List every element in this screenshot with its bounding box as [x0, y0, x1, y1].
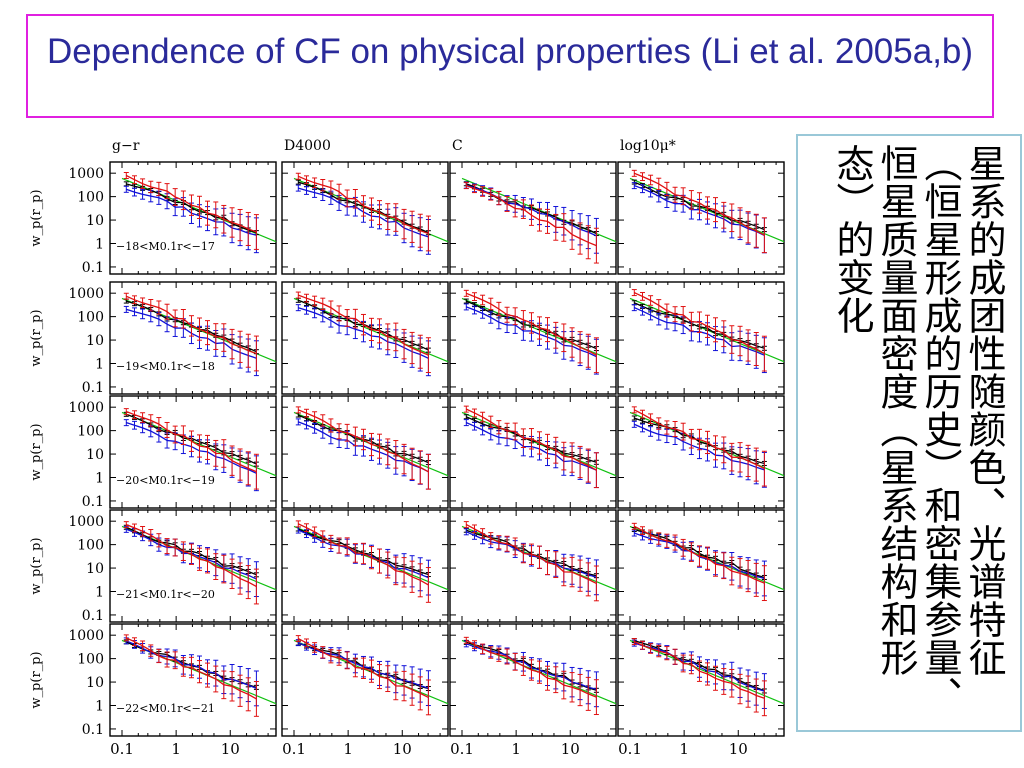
red-series-line: [633, 525, 765, 584]
red-series-line: [466, 184, 597, 247]
x-tick-label: 10: [561, 740, 580, 758]
correlation-function-grid: −18<M0.1r<−17 1000 100 10 1 0.1 w_p(r_p) −19<M0…: [29, 138, 785, 758]
column-label: D4000: [284, 138, 331, 154]
y-tick-label: 0.1: [82, 608, 104, 624]
y-tick-label: 10: [86, 561, 104, 577]
row-label: −19<M0.1r<−18: [116, 360, 215, 373]
y-tick-label: 10: [86, 333, 104, 349]
side-text-box: 星系的成团性随颜色、光谱特征（恒星形成的历史）和密集参量、恒星质量面密度（星系结…: [796, 134, 1022, 732]
red-series-line: [126, 410, 257, 473]
x-tick-label: 10: [729, 740, 748, 758]
y-axis-label: w_p(r_p): [29, 537, 44, 594]
side-text: 星系的成团性随颜色、光谱特征（恒星形成的历史）和密集参量、恒星质量面密度（星系结…: [830, 144, 1006, 714]
x-tick-label: 0.1: [110, 740, 134, 758]
y-tick-label: 10: [86, 447, 104, 463]
red-series-line: [298, 175, 429, 235]
red-series-line: [126, 523, 257, 588]
y-tick-label: 1: [95, 471, 104, 487]
x-tick-label: 0.1: [618, 740, 642, 758]
y-tick-label: 1000: [68, 286, 104, 302]
red-series-line: [298, 294, 429, 356]
panel-frame: [449, 161, 617, 275]
y-tick-label: 10: [86, 675, 104, 691]
red-series-line: [634, 292, 765, 355]
y-tick-label: 100: [77, 424, 104, 440]
y-tick-label: 1: [95, 237, 104, 253]
y-tick-label: 1000: [68, 514, 104, 530]
red-series-line: [126, 295, 257, 355]
x-tick-label: 1: [343, 740, 353, 758]
column-label: g−r: [112, 138, 140, 154]
column-label: log10μ*: [620, 138, 676, 154]
y-tick-label: 1000: [68, 628, 104, 644]
y-tick-label: 100: [77, 190, 104, 206]
y-tick-label: 0.1: [82, 260, 104, 276]
row-label: −22<M0.1r<−21: [116, 702, 215, 715]
red-series-line: [465, 524, 597, 584]
red-series-line: [465, 639, 597, 698]
red-series-line: [634, 641, 765, 699]
y-axis-label: w_p(r_p): [29, 423, 44, 480]
x-tick-label: 1: [511, 740, 521, 758]
red-series-line: [298, 409, 429, 473]
red-series-line: [297, 638, 429, 698]
y-tick-label: 1: [95, 357, 104, 373]
y-tick-label: 1000: [68, 166, 104, 182]
red-series-line: [634, 409, 765, 470]
y-tick-label: 100: [77, 538, 104, 554]
y-tick-label: 100: [77, 652, 104, 668]
title-box: Dependence of CF on physical properties …: [26, 14, 994, 118]
column-label: C: [452, 138, 463, 154]
y-tick-label: 10: [86, 213, 104, 229]
slide-title: Dependence of CF on physical properties …: [46, 32, 974, 71]
red-series-line: [126, 637, 257, 700]
red-series-line: [466, 292, 597, 356]
y-tick-label: 1: [95, 585, 104, 601]
x-tick-label: 0.1: [450, 740, 474, 758]
y-axis-label: w_p(r_p): [29, 189, 44, 246]
y-tick-label: 0.1: [82, 494, 104, 510]
row-label: −18<M0.1r<−17: [116, 240, 215, 253]
row-label: −20<M0.1r<−19: [116, 474, 215, 487]
x-tick-label: 0.1: [282, 740, 306, 758]
y-tick-label: 0.1: [82, 722, 104, 738]
row-label: −21<M0.1r<−20: [116, 588, 215, 601]
x-tick-label: 1: [171, 740, 181, 758]
red-series-line: [298, 523, 429, 586]
y-tick-label: 100: [77, 310, 104, 326]
y-axis-label: w_p(r_p): [29, 651, 44, 708]
x-tick-label: 10: [393, 740, 412, 758]
y-axis-label: w_p(r_p): [29, 309, 44, 366]
y-tick-label: 1: [95, 699, 104, 715]
y-tick-label: 0.1: [82, 380, 104, 396]
y-tick-label: 1000: [68, 400, 104, 416]
x-tick-label: 10: [221, 740, 240, 758]
red-series-line: [466, 408, 597, 471]
red-series-line: [126, 174, 257, 233]
x-tick-label: 1: [679, 740, 689, 758]
red-series-line: [634, 172, 765, 236]
